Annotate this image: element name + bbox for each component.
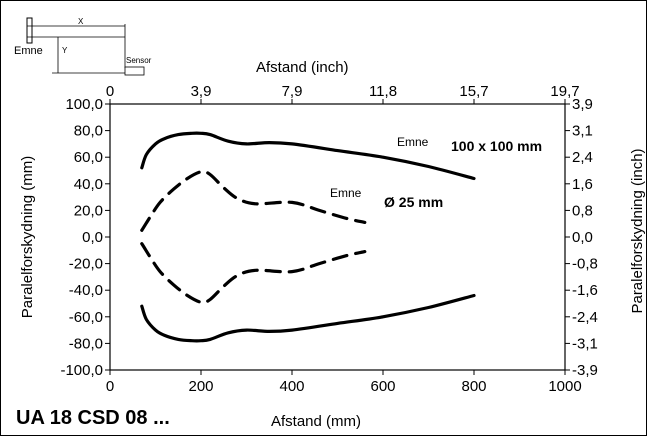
y-right-tick-label: -0,8 [572, 256, 598, 273]
x-axis-bottom-title: Afstand (mm) [271, 413, 361, 430]
y-right-tick-label: 2,4 [572, 149, 593, 166]
x-tick-label: 800 [461, 378, 486, 395]
series-1-upper-line [140, 131, 476, 181]
x-tick-label: 200 [188, 378, 213, 395]
y-tick-label: -80,0 [69, 335, 103, 352]
y-right-tick-label: 3,1 [572, 123, 593, 140]
series-1-label-size: 100 x 100 mm [451, 138, 542, 154]
y-tick-label: 60,0 [74, 149, 103, 166]
x-top-tick-label: 15,7 [459, 83, 488, 100]
y-right-tick-label: 0,8 [572, 202, 593, 219]
y-right-tick-label: 0,0 [572, 229, 593, 246]
series-2-label-size: Ø 25 mm [384, 194, 443, 210]
y-right-tick-label: 1,6 [572, 176, 593, 193]
x-tick-label: 1000 [548, 378, 581, 395]
y-tick-label: -100,0 [60, 362, 103, 379]
y-axis-left: 100,0 80,0 60,0 40,0 20,0 0,0 -20,0 -40,0 -60,0 -… [60, 96, 110, 379]
y-tick-label: -40,0 [69, 282, 103, 299]
inset-target-label: Emne [14, 45, 43, 57]
series-1-label-word: Emne [397, 135, 429, 149]
inset-y-label: Y [62, 46, 68, 55]
y-tick-label: -20,0 [69, 256, 103, 273]
y-tick-label: 80,0 [74, 123, 103, 140]
series-2-upper-line [140, 169, 367, 232]
series-2-label-word: Emne [330, 186, 362, 200]
inset-sensor-box [124, 66, 145, 76]
y-tick-label: 0,0 [82, 229, 103, 246]
y-right-tick-label: 3,9 [572, 96, 593, 113]
y-tick-label: 20,0 [74, 202, 103, 219]
series-2-lower-line [140, 242, 367, 305]
y-right-tick-label: -3,1 [572, 335, 598, 352]
y-right-tick-label: -1,6 [572, 282, 598, 299]
series-layer [140, 131, 476, 343]
y-tick-label: 40,0 [74, 176, 103, 193]
series-1-lower-line [140, 293, 476, 343]
inset-target-plate [26, 17, 33, 44]
y-axis-right: 3,9 3,1 2,4 1,6 0,8 0,0 -0,8 -1,6 -2,4 -3,1 -3,9 [565, 96, 598, 379]
x-tick-label: 600 [370, 378, 395, 395]
x-top-tick-label: 3,9 [191, 83, 212, 100]
y-tick-label: -60,0 [69, 309, 103, 326]
x-axis-bottom: 0 200 400 600 800 1000 [106, 370, 582, 395]
y-right-tick-label: -3,9 [572, 362, 598, 379]
x-top-tick-label: 11,8 [369, 83, 397, 100]
model-label: UA 18 CSD 08 ... [16, 407, 170, 429]
y-axis-left-title: Paralelforskydning (mm) [19, 156, 36, 319]
inset-sensor-label: Sensor [126, 56, 152, 65]
x-top-tick-label: 0 [106, 83, 114, 100]
inset-x-label: X [78, 17, 84, 26]
x-tick-label: 0 [106, 378, 114, 395]
x-top-tick-label: 7,9 [282, 83, 303, 100]
x-top-tick-label: 19,7 [550, 83, 579, 100]
y-axis-right-title: Paralelforskydning (inch) [629, 148, 646, 313]
x-axis-top-title: Afstand (inch) [256, 59, 349, 76]
measurement-inset-diagram: Emne Sensor X Y [14, 17, 152, 76]
x-axis-top: 0 3,9 7,9 11,8 15,7 19,7 [106, 83, 580, 104]
y-tick-label: 100,0 [65, 96, 103, 113]
x-tick-label: 400 [279, 378, 304, 395]
y-right-tick-label: -2,4 [572, 309, 598, 326]
